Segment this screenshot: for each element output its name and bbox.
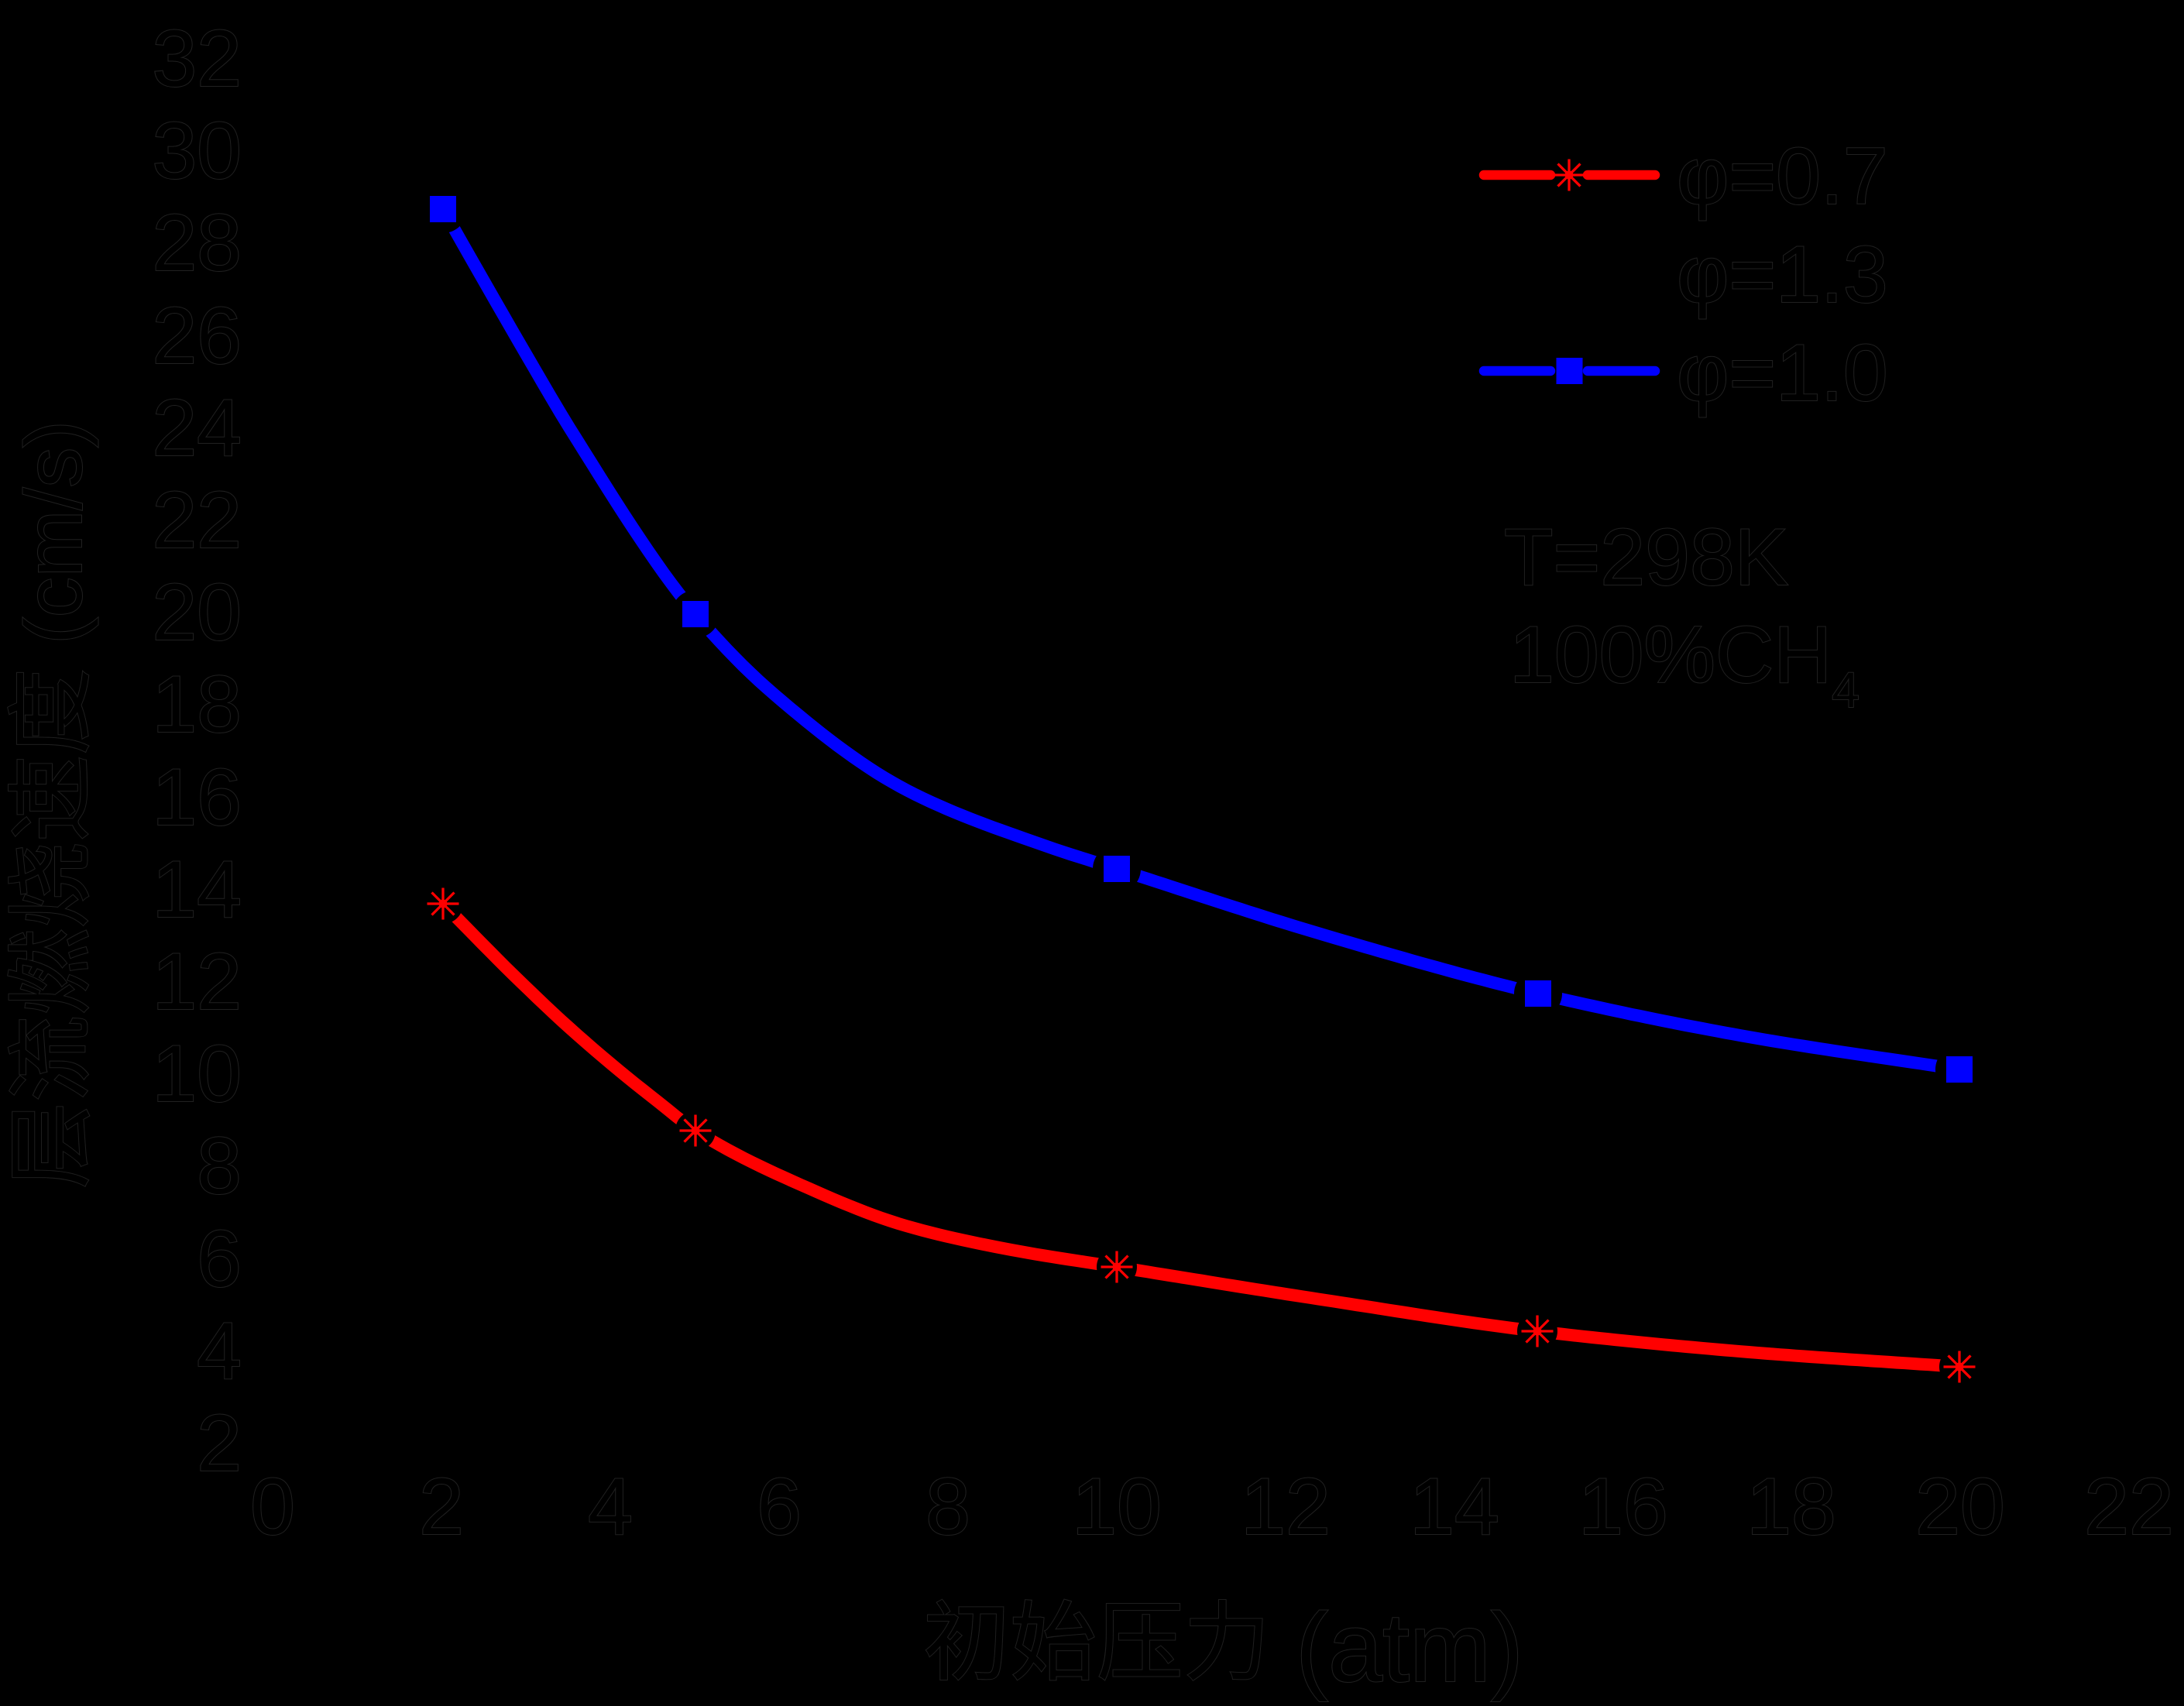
svg-text:20: 20 xyxy=(1915,1462,2005,1552)
svg-text:32: 32 xyxy=(152,14,242,104)
svg-text:14: 14 xyxy=(1410,1462,1499,1552)
svg-text:10: 10 xyxy=(1072,1462,1162,1552)
svg-text:6: 6 xyxy=(757,1462,802,1552)
svg-text:16: 16 xyxy=(152,753,242,843)
svg-text:2: 2 xyxy=(419,1462,464,1552)
svg-text:16: 16 xyxy=(1578,1462,1668,1552)
svg-text:φ=1.0: φ=1.0 xyxy=(1677,328,1888,418)
svg-text:(atm): (atm) xyxy=(1296,1593,1523,1702)
svg-text:2: 2 xyxy=(197,1399,242,1488)
svg-text:22: 22 xyxy=(2084,1462,2174,1552)
svg-text:层流燃烧速度 (cm/s): 层流燃烧速度 (cm/s) xyxy=(3,420,100,1189)
svg-text:14: 14 xyxy=(152,845,242,935)
svg-text:10: 10 xyxy=(152,1029,242,1119)
svg-text:18: 18 xyxy=(1746,1462,1836,1552)
svg-text:初始压力: 初始压力 xyxy=(923,1594,1270,1691)
svg-text:22: 22 xyxy=(152,475,242,565)
svg-text:T=298K: T=298K xyxy=(1504,513,1788,602)
svg-text:φ=1.3: φ=1.3 xyxy=(1677,230,1888,320)
svg-text:20: 20 xyxy=(152,568,242,657)
svg-text:24: 24 xyxy=(152,383,242,473)
svg-text:6: 6 xyxy=(197,1214,242,1304)
svg-text:4: 4 xyxy=(588,1462,633,1552)
svg-text:12: 12 xyxy=(1241,1462,1331,1552)
svg-text:28: 28 xyxy=(152,198,242,288)
svg-text:8: 8 xyxy=(197,1121,242,1211)
svg-text:26: 26 xyxy=(152,291,242,381)
svg-text:0: 0 xyxy=(250,1462,295,1552)
svg-text:18: 18 xyxy=(152,660,242,750)
svg-text:12: 12 xyxy=(152,937,242,1027)
svg-text:φ=0.7: φ=0.7 xyxy=(1677,132,1888,221)
svg-text:30: 30 xyxy=(152,106,242,196)
svg-text:4: 4 xyxy=(197,1306,242,1396)
svg-text:8: 8 xyxy=(925,1462,970,1552)
